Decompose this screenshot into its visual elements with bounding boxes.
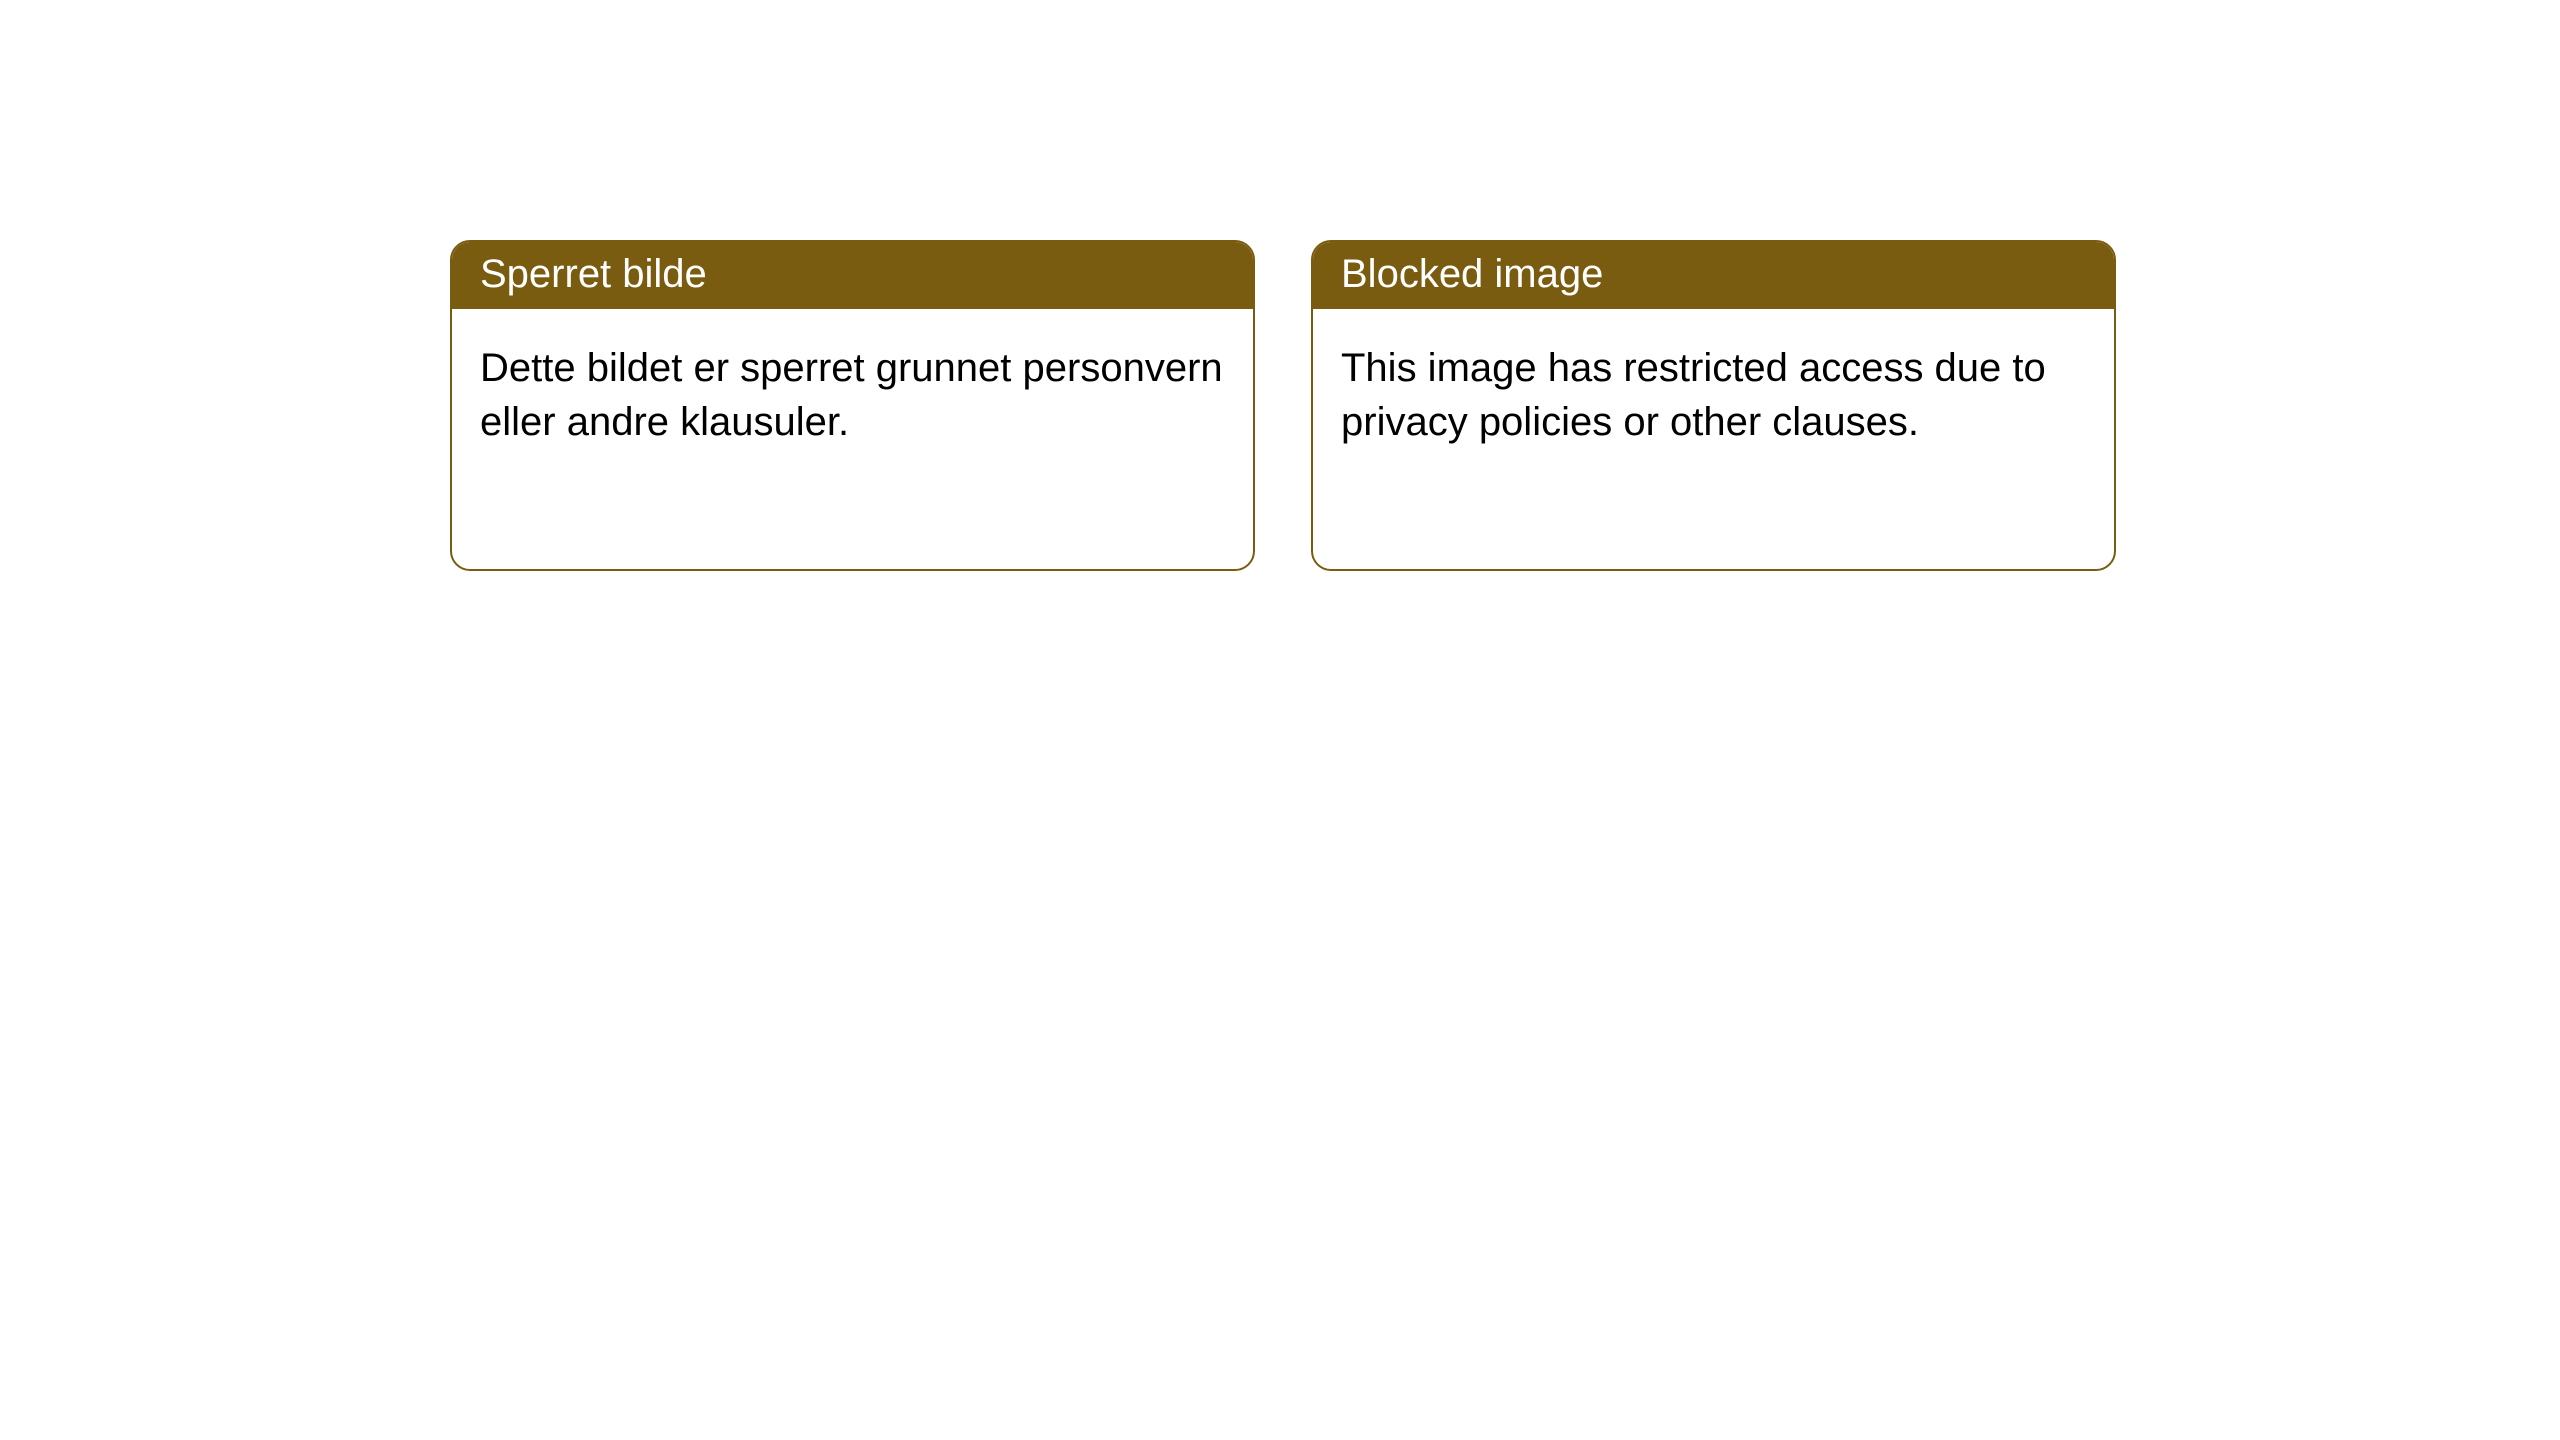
notice-body: This image has restricted access due to … (1313, 309, 2114, 569)
notice-header: Blocked image (1313, 242, 2114, 309)
notice-header: Sperret bilde (452, 242, 1253, 309)
notice-body: Dette bildet er sperret grunnet personve… (452, 309, 1253, 569)
notice-card-norwegian: Sperret bilde Dette bildet er sperret gr… (450, 240, 1255, 571)
notice-card-english: Blocked image This image has restricted … (1311, 240, 2116, 571)
notice-container: Sperret bilde Dette bildet er sperret gr… (0, 0, 2560, 571)
